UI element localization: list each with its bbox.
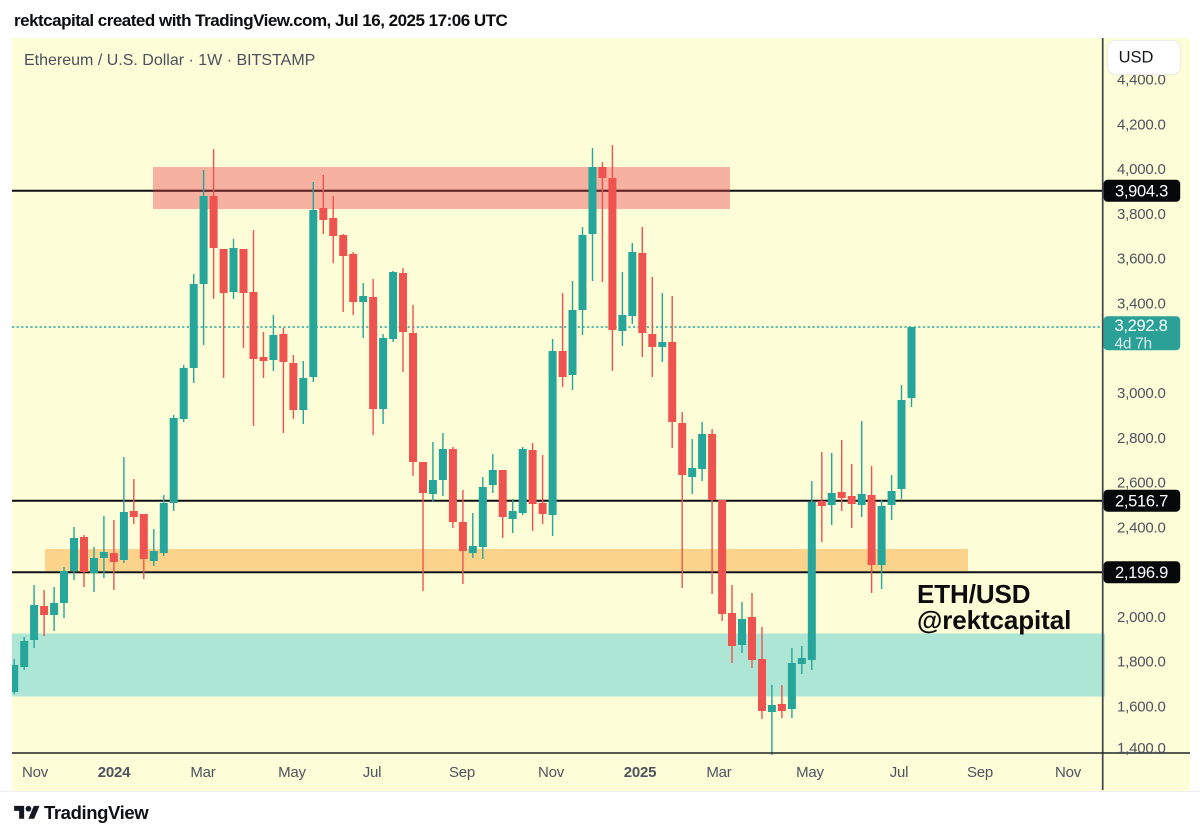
svg-text:4d 7h: 4d 7h	[1115, 336, 1152, 353]
svg-text:ETH/USD: ETH/USD	[917, 579, 1030, 609]
svg-text:@rektcapital: @rektcapital	[917, 605, 1071, 635]
svg-text:Nov: Nov	[538, 764, 565, 781]
svg-text:Nov: Nov	[1055, 764, 1082, 781]
svg-text:Ethereum / U.S. Dollar · 1W ·: Ethereum / U.S. Dollar · 1W · BITSTAMP	[24, 52, 315, 69]
svg-text:Mar: Mar	[190, 764, 215, 781]
svg-text:Mar: Mar	[706, 764, 731, 781]
svg-text:2024: 2024	[98, 764, 131, 781]
svg-text:3,000.0: 3,000.0	[1117, 385, 1166, 402]
svg-text:Sep: Sep	[449, 764, 475, 781]
svg-text:2,516.7: 2,516.7	[1115, 493, 1168, 511]
svg-text:3,600.0: 3,600.0	[1117, 251, 1166, 268]
svg-text:4,200.0: 4,200.0	[1117, 116, 1166, 133]
svg-text:3,800.0: 3,800.0	[1117, 206, 1166, 223]
svg-text:2025: 2025	[624, 764, 657, 781]
svg-text:Nov: Nov	[22, 764, 49, 781]
svg-text:2,196.9: 2,196.9	[1115, 564, 1168, 582]
svg-text:3,292.8: 3,292.8	[1115, 317, 1168, 335]
svg-text:Jul: Jul	[363, 764, 382, 781]
svg-text:1,600.0: 1,600.0	[1117, 699, 1166, 716]
svg-text:3,904.3: 3,904.3	[1115, 183, 1168, 201]
svg-text:2,600.0: 2,600.0	[1117, 475, 1166, 492]
svg-text:Jul: Jul	[890, 764, 909, 781]
svg-text:Sep: Sep	[967, 764, 993, 781]
svg-text:4,400.0: 4,400.0	[1117, 72, 1166, 89]
svg-text:1,800.0: 1,800.0	[1117, 654, 1166, 671]
svg-text:2,000.0: 2,000.0	[1117, 609, 1166, 626]
svg-text:May: May	[278, 764, 306, 781]
svg-text:1,400.0: 1,400.0	[1117, 740, 1166, 757]
svg-text:4,000.0: 4,000.0	[1117, 161, 1166, 178]
svg-text:USD: USD	[1119, 49, 1154, 67]
svg-text:3,400.0: 3,400.0	[1117, 296, 1166, 313]
svg-text:May: May	[796, 764, 824, 781]
svg-text:2,400.0: 2,400.0	[1117, 519, 1166, 536]
svg-text:2,800.0: 2,800.0	[1117, 430, 1166, 447]
